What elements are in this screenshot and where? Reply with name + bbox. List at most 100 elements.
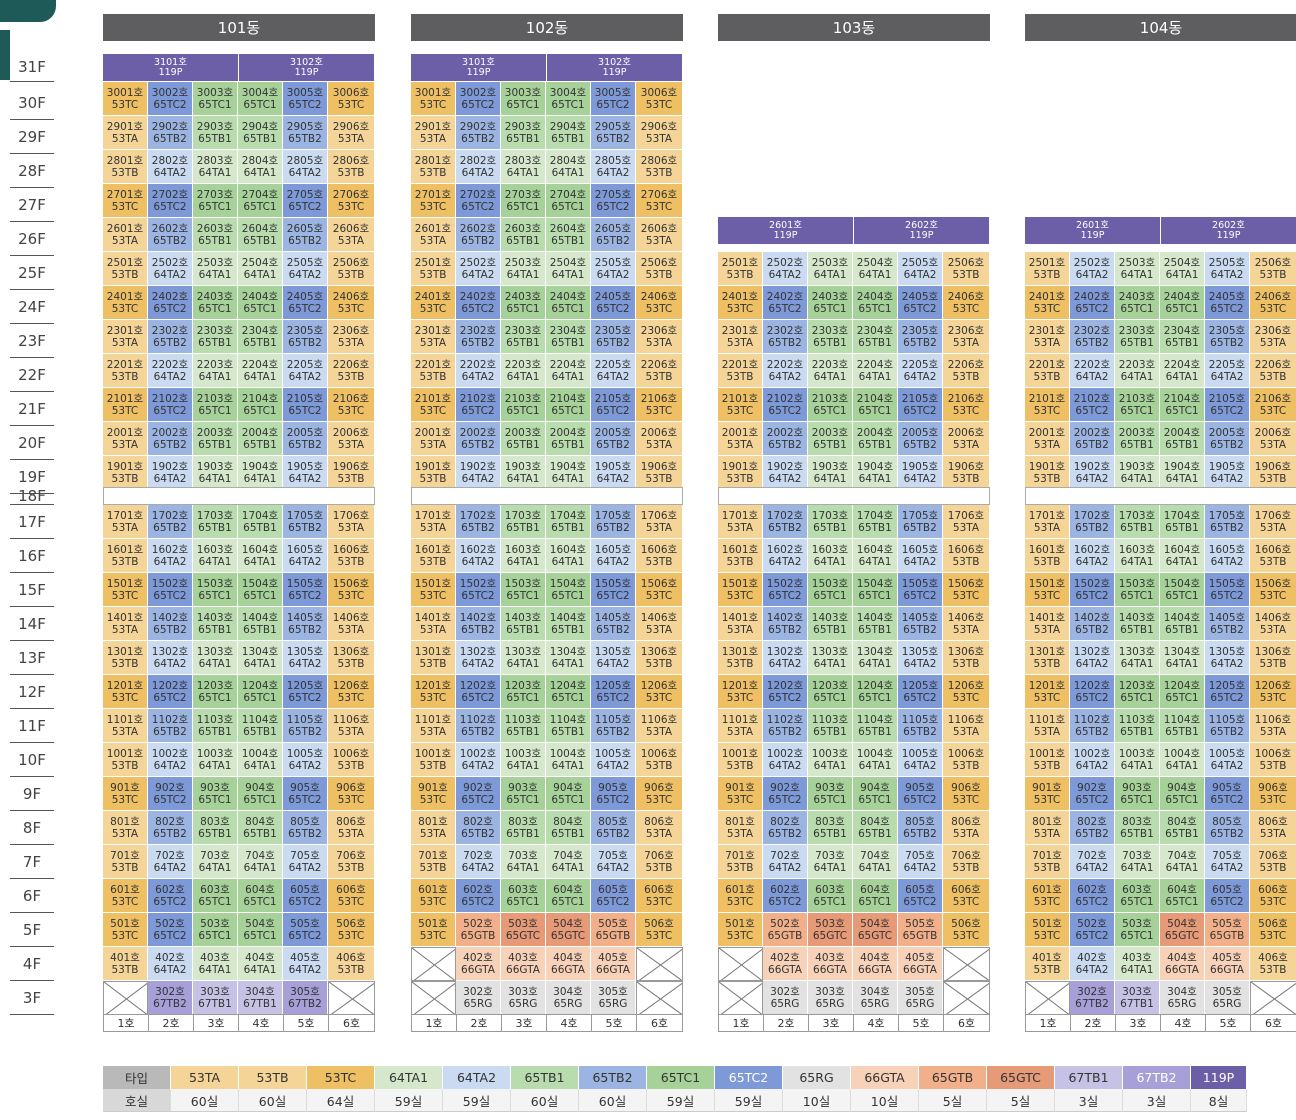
- unit-number: 706호: [1258, 849, 1288, 862]
- unit-type: 67TB1: [1120, 997, 1154, 1010]
- legend-type-cell: 65RG: [783, 1066, 851, 1089]
- unit-cell: 905호 65TC2: [591, 777, 636, 811]
- unit-number: 503호: [508, 917, 538, 930]
- unit-cell: 902호 65TC2: [1070, 777, 1115, 811]
- legend-type-cell: 65GTC: [987, 1066, 1055, 1089]
- unit-number: 3002호: [151, 86, 189, 99]
- unit-number: 405호: [1212, 951, 1242, 964]
- unit-cell: 2204호 64TA1: [1160, 354, 1205, 388]
- unit-cell: 2405호 65TC2: [1205, 286, 1250, 320]
- unit-number: 2001호: [106, 426, 144, 439]
- unit-number: 1105호: [901, 713, 939, 726]
- unit-type: 53TC: [645, 895, 673, 908]
- unit-number: 2601호: [414, 222, 452, 235]
- unit-cell: 305호 65RG: [1205, 981, 1250, 1015]
- unit-number: 1402호: [151, 611, 189, 624]
- unit-type: 65TB1: [198, 725, 232, 738]
- unit-type: 65TB1: [858, 725, 892, 738]
- unit-number: 502호: [155, 917, 185, 930]
- unit-number: 1305호: [286, 645, 324, 658]
- unit-type: 53TC: [337, 302, 365, 315]
- unit-cell: 1202호 65TC2: [1070, 675, 1115, 709]
- unit-cell: 1605호 64TA2: [591, 539, 636, 573]
- legend-type-cell: 65GTB: [919, 1066, 987, 1089]
- unit-type: 65TC1: [813, 302, 847, 315]
- unit-cell: 702호 64TA2: [1070, 845, 1115, 879]
- floor-label: 19F: [10, 460, 54, 494]
- unit-cell: 2203호 64TA1: [808, 354, 853, 388]
- unit-type: 65TB2: [288, 234, 322, 247]
- unit-number: 1201호: [721, 679, 759, 692]
- unit-type: 53TA: [645, 336, 673, 349]
- unit-number: 2306호: [640, 324, 678, 337]
- unit-number: 2502호: [459, 256, 497, 269]
- unit-number: 602호: [155, 883, 185, 896]
- legend-type-cell: 53TB: [239, 1066, 307, 1089]
- unit-type: 53TA: [726, 725, 754, 738]
- unit-cell: 1502호 65TC2: [763, 573, 808, 607]
- unit-cell: 1602호 64TA2: [456, 539, 501, 573]
- unit-number: 2003호: [811, 426, 849, 439]
- unit-number: 806호: [644, 815, 674, 828]
- unit-cell: 2605호 65TB2: [283, 218, 328, 252]
- unit-type: 65TB1: [551, 234, 585, 247]
- unit-cell: 1401호 53TA: [718, 607, 763, 641]
- unit-type: 64TA2: [288, 861, 322, 874]
- unit-number: 2705호: [594, 188, 632, 201]
- unit-cell: 2804호 64TA1: [238, 150, 283, 184]
- unit-cell: 1102호 65TB2: [1070, 709, 1115, 743]
- unit-number: 2404호: [549, 290, 587, 303]
- unit-cell: 1003호 64TA1: [808, 743, 853, 777]
- unit-number: 2304호: [241, 324, 279, 337]
- unit-cell: 2305호 65TB2: [591, 320, 636, 354]
- unit-cell: 1106호 53TA: [943, 709, 990, 743]
- unit-number: 2302호: [151, 324, 189, 337]
- unit-cell: 2101호 53TC: [1025, 388, 1070, 422]
- unit-cell: 1904호 64TA1: [1160, 456, 1205, 490]
- unit-cell: 1102호 65TB2: [763, 709, 808, 743]
- unit-number: 2205호: [594, 358, 632, 371]
- unit-number: 2105호: [286, 392, 324, 405]
- unit-type: 64TA2: [596, 861, 630, 874]
- unit-type: 53TC: [111, 895, 139, 908]
- unit-type: 53TB: [1033, 555, 1061, 568]
- unit-cell: 2805호 64TA2: [591, 150, 636, 184]
- unit-type: 64TA1: [1165, 657, 1199, 670]
- unit-number: 1106호: [332, 713, 370, 726]
- unit-cell: 2406호 53TC: [328, 286, 375, 320]
- unit-number: 601호: [725, 883, 755, 896]
- unit-type: 53TB: [726, 861, 754, 874]
- unit-cell: 2403호 65TC1: [808, 286, 853, 320]
- unit-type: 53TC: [952, 691, 980, 704]
- empty-unit-cell: [103, 981, 148, 1015]
- unit-cell: 2106호 53TC: [636, 388, 683, 422]
- unit-cell: 1401호 53TA: [411, 607, 456, 641]
- unit-type: 65TC2: [1210, 302, 1244, 315]
- unit-number: 2201호: [1028, 358, 1066, 371]
- unit-type: 65TC2: [596, 200, 630, 213]
- unit-type: 53TB: [419, 166, 447, 179]
- unit-number: 1001호: [414, 747, 452, 760]
- unit-type: 64TA1: [198, 268, 232, 281]
- unit-cell: 1905호 64TA2: [898, 456, 943, 490]
- unit-type: 65TC1: [198, 302, 232, 315]
- unit-number: 1606호: [332, 543, 370, 556]
- unit-number: 1501호: [414, 577, 452, 590]
- unit-cell: 1703호 65TB1: [501, 505, 546, 539]
- line-label: 3호: [808, 1014, 853, 1032]
- unit-cell: 2705호 65TC2: [283, 184, 328, 218]
- unit-number: 1602호: [459, 543, 497, 556]
- unit-cell: 502호 65GTB: [763, 913, 808, 947]
- unit-type: 64TA1: [551, 472, 585, 485]
- unit-number: 2905호: [594, 120, 632, 133]
- unit-cell: 303호 65RG: [808, 981, 853, 1015]
- unit-cell: 406호 53TB: [328, 947, 375, 981]
- unit-cell: 1406호 53TA: [1250, 607, 1296, 641]
- unit-cell: 903호 65TC1: [808, 777, 853, 811]
- unit-number: 2306호: [947, 324, 985, 337]
- unit-cell: 2504호 64TA1: [853, 252, 898, 286]
- unit-cell: 2204호 64TA1: [238, 354, 283, 388]
- unit-cell: 1904호 64TA1: [238, 456, 283, 490]
- unit-cell: 506호 53TC: [636, 913, 683, 947]
- unit-type: 53TA: [111, 827, 139, 840]
